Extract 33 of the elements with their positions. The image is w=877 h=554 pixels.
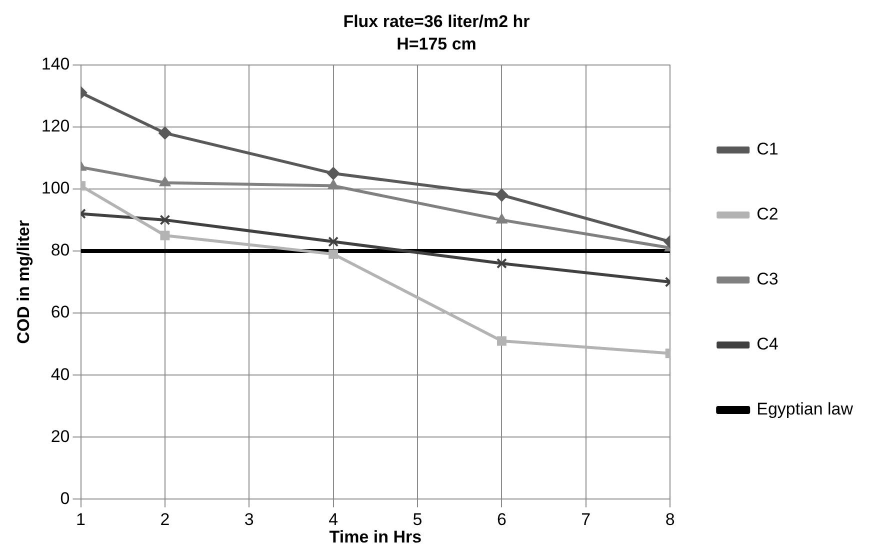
chart-title: Flux rate=36 liter/m2 hr	[343, 12, 530, 31]
legend-label: C2	[756, 204, 778, 224]
point	[496, 258, 507, 269]
y-tick-label: 120	[41, 116, 70, 136]
y-tick-label: 140	[41, 54, 70, 74]
x-tick-label: 7	[581, 510, 591, 530]
legend-label: Egyptian law	[756, 400, 854, 419]
x-tick-label: 2	[160, 510, 170, 530]
chart-subtitle: H=175 cm	[396, 34, 476, 54]
x-tick-label: 5	[412, 510, 422, 530]
point	[328, 236, 339, 247]
point	[326, 166, 340, 180]
x-tick-label: 1	[76, 510, 86, 530]
point	[496, 336, 506, 346]
point	[328, 179, 340, 190]
legend-label: C3	[756, 270, 778, 289]
x-tick-label: 4	[328, 510, 338, 530]
x-tick-label: 6	[496, 510, 506, 530]
y-tick-label: 40	[50, 364, 70, 384]
y-tick-label: 0	[60, 488, 70, 508]
legend-label: C4	[756, 334, 778, 354]
x-tick-label: 8	[665, 510, 675, 530]
point	[328, 249, 338, 259]
y-tick-label: 80	[50, 240, 70, 260]
point	[496, 213, 508, 224]
y-tick-label: 100	[41, 178, 70, 198]
y-axis-title: COD in mg/liter	[14, 220, 33, 344]
x-tick-label: 3	[244, 510, 254, 530]
point	[495, 188, 508, 202]
y-tick-label: 60	[50, 302, 70, 322]
legend-label: C1	[756, 140, 778, 159]
y-tick-label: 20	[50, 426, 70, 446]
x-axis-title: Time in Hrs	[329, 527, 422, 546]
